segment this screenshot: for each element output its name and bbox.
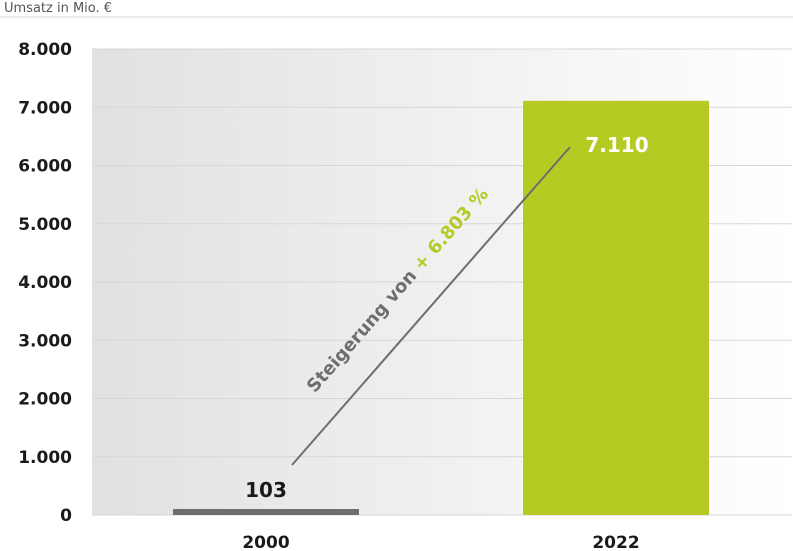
y-tick-label: 6.000 — [18, 157, 72, 177]
data-label-2022: 7.110 — [585, 133, 648, 157]
y-tick-label: 0 — [60, 506, 72, 526]
data-labels: 103 7.110 — [245, 133, 649, 502]
x-axis: 2000 2022 — [242, 533, 639, 551]
x-tick-label: 2022 — [592, 533, 639, 551]
data-label-2000: 103 — [245, 478, 287, 502]
growth-trend-line — [291, 146, 571, 466]
y-tick-label: 5.000 — [18, 215, 72, 235]
y-axis: 0 1.000 2.000 3.000 4.000 5.000 6.000 7.000 8.00… — [18, 40, 72, 526]
unit-label: Umsatz in Mio. € — [4, 1, 112, 16]
x-tick-label: 2000 — [242, 533, 289, 551]
bar-2000 — [173, 509, 359, 515]
bars — [173, 100, 709, 515]
y-tick-label: 8.000 — [18, 40, 72, 60]
bar-2022 — [523, 100, 709, 515]
y-tick-label: 7.000 — [18, 98, 72, 118]
y-tick-label: 2.000 — [18, 390, 72, 410]
y-tick-label: 4.000 — [18, 273, 72, 293]
y-tick-label: 1.000 — [18, 448, 72, 468]
y-tick-label: 3.000 — [18, 331, 72, 351]
